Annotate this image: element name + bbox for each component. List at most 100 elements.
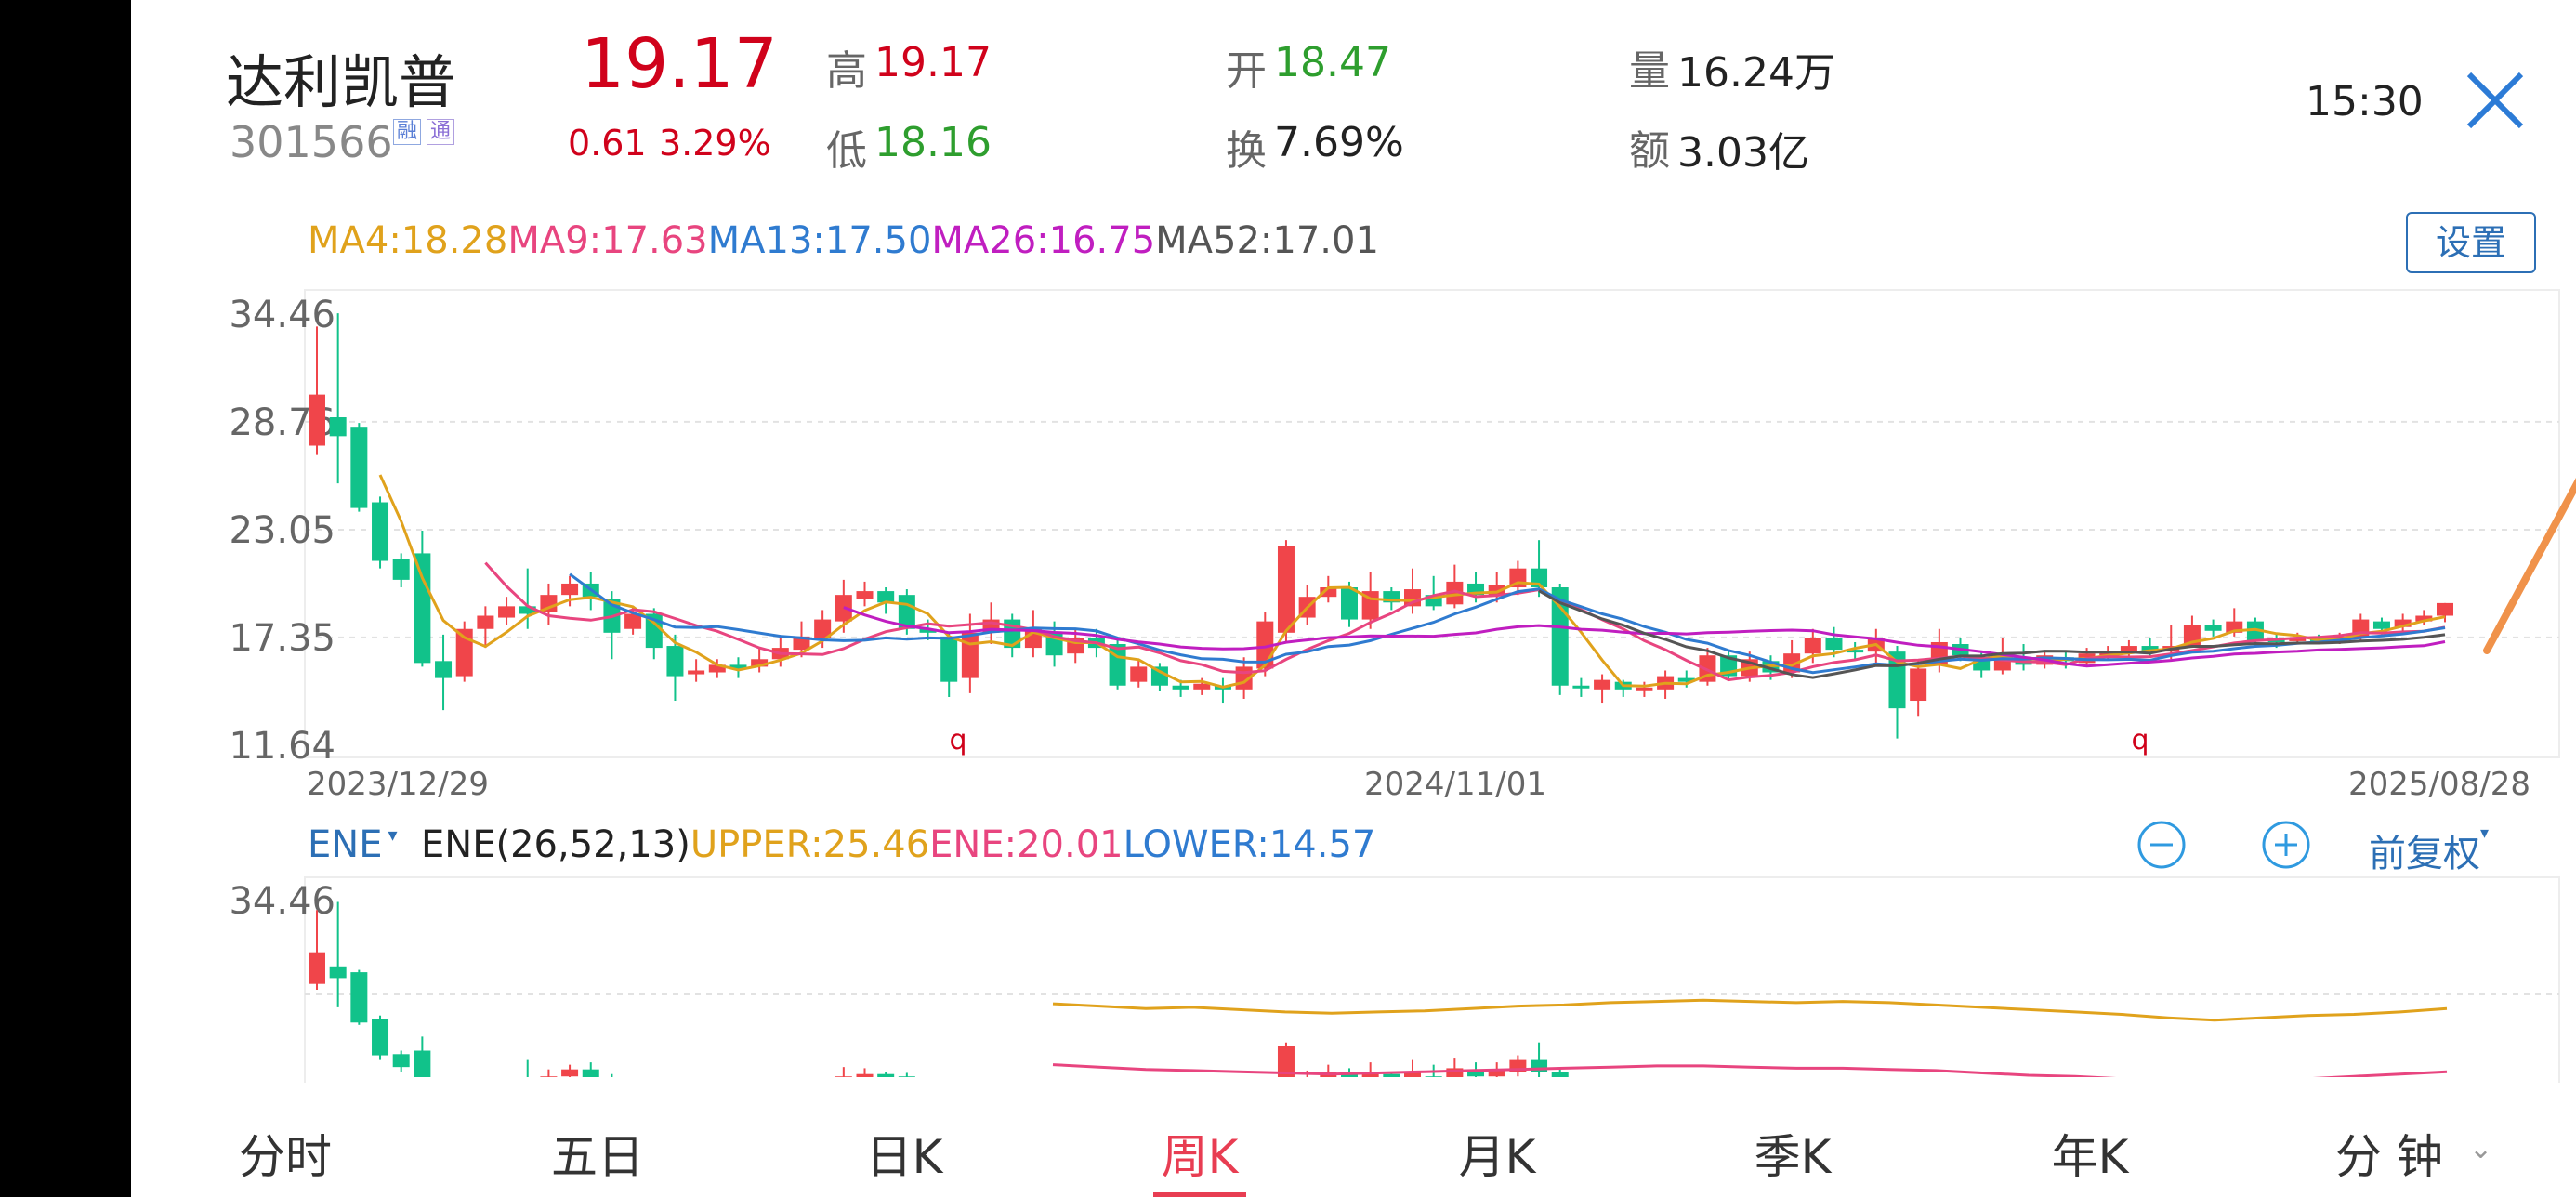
- phone-screen: 达利凯普 301566 融 通 19.17 0.61 3.29% 高 19.17…: [131, 0, 2576, 1197]
- price-change-pct: 3.29%: [659, 123, 771, 164]
- chevron-down-icon[interactable]: ⌄: [2469, 1133, 2493, 1165]
- candle-body: [1636, 687, 1653, 691]
- candle-body: [877, 591, 895, 603]
- candle-body: [1150, 666, 1168, 686]
- candle-body: [1910, 668, 1927, 702]
- indicator-name: ENE: [308, 823, 383, 866]
- sub-candle-body: [1425, 1076, 1442, 1077]
- candle-body: [856, 591, 874, 599]
- candle-body: [329, 417, 347, 437]
- sub-candle-body: [877, 1073, 895, 1077]
- close-icon[interactable]: [2465, 71, 2525, 130]
- sub-candle-body: [540, 1076, 558, 1077]
- x-axis-date-label: 2024/11/01: [1364, 766, 1546, 803]
- turnover-label: 换: [1226, 127, 1267, 175]
- tab-weekly-k[interactable]: 周K: [1161, 1130, 1239, 1184]
- candle-body: [1594, 679, 1611, 690]
- sub-candle-body: [372, 1019, 389, 1056]
- low-value: 18.16: [874, 119, 992, 166]
- lower-label: LOWER:14.57: [1123, 823, 1376, 866]
- high-label: 高: [826, 47, 867, 95]
- amount-value: 3.03亿: [1677, 129, 1809, 177]
- ma26-label: MA26:16.75: [931, 219, 1156, 262]
- tab-quarterly-k[interactable]: 季K: [1754, 1130, 1832, 1184]
- candle-body: [919, 628, 937, 633]
- candle-body: [2289, 638, 2307, 641]
- candle-body: [350, 427, 368, 508]
- tab-five-day[interactable]: 五日: [551, 1130, 644, 1184]
- candle-body: [519, 606, 536, 614]
- main-chart-frame: [304, 289, 2560, 758]
- ma52-label: MA52:17.01: [1155, 219, 1379, 262]
- candle-body: [708, 664, 726, 673]
- ene-upper-line: [1052, 998, 2448, 1022]
- signal-marker: q: [2131, 724, 2149, 756]
- volume-value: 16.24万: [1677, 49, 1835, 97]
- tab-monthly-k[interactable]: 月K: [1458, 1130, 1536, 1184]
- turnover-value: 7.69%: [1274, 119, 1404, 166]
- candle-body: [414, 553, 431, 664]
- sub-candle-body: [1446, 1068, 1464, 1077]
- ene-middle-line: [1052, 1063, 2448, 1077]
- indicator-selector[interactable]: ENE ▾: [308, 823, 398, 866]
- candle-body: [1340, 587, 1358, 620]
- signal-marker: q: [949, 724, 966, 756]
- candle-body: [435, 661, 453, 678]
- candle-body: [1847, 650, 1864, 653]
- ma13-label: MA13:17.50: [707, 219, 932, 262]
- candle-body: [498, 606, 516, 618]
- tab-daily-k[interactable]: 日K: [865, 1130, 943, 1184]
- sub-candle-body: [1277, 1046, 1295, 1077]
- ene-label: ENE:20.01: [929, 823, 1124, 866]
- sub-candle-body: [561, 1069, 579, 1077]
- candle-body: [793, 636, 810, 651]
- y-tick-label: 23.05: [229, 509, 335, 552]
- sub-candle-body: [1551, 1072, 1569, 1077]
- zoom-in-icon[interactable]: [2261, 820, 2311, 870]
- candle-body: [1172, 685, 1189, 690]
- indicator-values: ENE(26,52,13)UPPER:25.46ENE:20.01LOWER:1…: [421, 823, 1375, 866]
- market-time: 15:30: [2306, 78, 2424, 125]
- dropdown-triangle-icon: ▾: [388, 823, 398, 846]
- sub-candle-body: [350, 972, 368, 1023]
- x-axis-date-label: 2025/08/28: [2348, 766, 2530, 803]
- sub-chart-frame: [304, 876, 2560, 1083]
- sub-candle-body: [856, 1073, 874, 1077]
- open-value: 18.47: [1274, 39, 1391, 86]
- sub-candle-body: [1383, 1073, 1400, 1077]
- ma13-line: [569, 572, 2446, 675]
- candle-body: [2394, 619, 2412, 627]
- candle-body: [2141, 646, 2159, 652]
- stock-code: 301566: [230, 117, 393, 167]
- candle-body: [961, 632, 979, 678]
- tab-intraday[interactable]: 分时: [239, 1130, 332, 1184]
- amount-label: 额: [1629, 127, 1670, 175]
- y-tick-label: 34.46: [229, 294, 335, 336]
- sub-candle-body: [329, 966, 347, 979]
- ma-legend: MA4:18.28MA9:17.63MA13:17.50MA26:16.75MA…: [308, 219, 1379, 262]
- tab-yearly-k[interactable]: 年K: [2051, 1130, 2129, 1184]
- candle-body: [1677, 677, 1695, 682]
- candle-body: [1804, 638, 1821, 654]
- candle-body: [751, 659, 769, 667]
- price-change: 0.61: [568, 123, 647, 164]
- sub-candle-body: [309, 952, 325, 984]
- candle-body: [940, 636, 958, 682]
- volume-label: 量: [1629, 47, 1670, 95]
- zoom-out-icon[interactable]: [2136, 820, 2187, 870]
- x-axis-date-label: 2023/12/29: [307, 766, 489, 803]
- candle-body: [1109, 644, 1126, 686]
- candle-body: [1320, 587, 1337, 598]
- adjust-selector[interactable]: 前复权▾: [2369, 823, 2489, 877]
- sub-candle-body: [1467, 1069, 1485, 1077]
- candle-body: [392, 559, 410, 580]
- current-price: 19.17: [581, 24, 778, 104]
- y-tick-label: 17.35: [229, 617, 335, 660]
- settings-button[interactable]: 设置: [2406, 212, 2536, 273]
- candle-body: [477, 615, 494, 629]
- connect-badge: 通: [427, 119, 455, 145]
- tab-minute[interactable]: 分 钟: [2335, 1130, 2443, 1184]
- ma4-label: MA4:18.28: [308, 219, 508, 262]
